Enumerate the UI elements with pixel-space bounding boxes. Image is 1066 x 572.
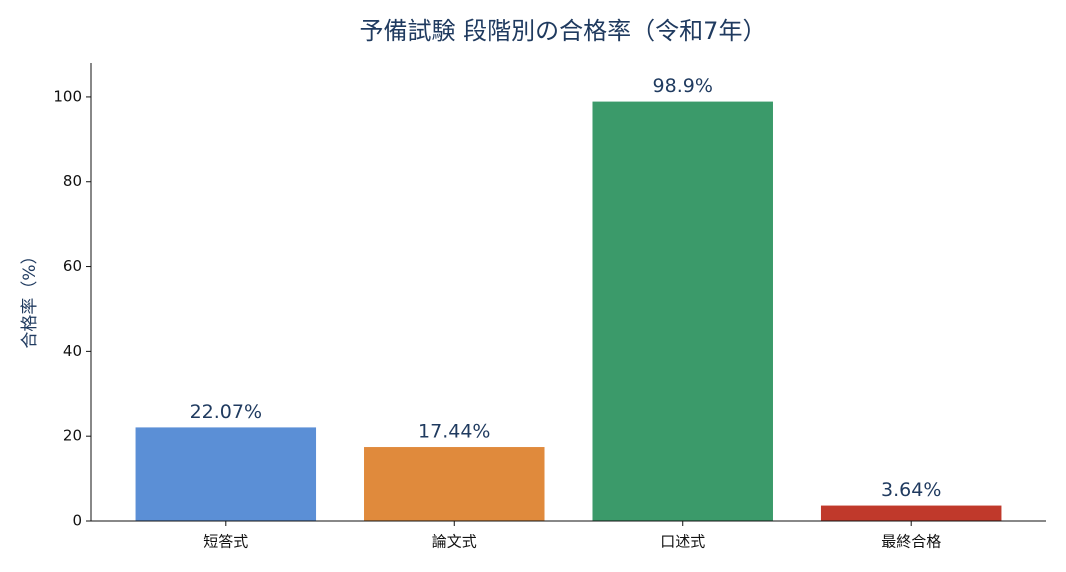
value-label: 3.64% [881, 479, 941, 501]
bar [364, 447, 545, 521]
bar [135, 427, 317, 521]
y-tick-label: 20 [63, 427, 82, 445]
y-tick-label: 80 [63, 172, 82, 190]
bar [820, 505, 1002, 521]
y-tick-label: 100 [53, 87, 82, 105]
y-tick-label: 40 [63, 342, 82, 360]
x-tick-label: 短答式 [203, 533, 248, 551]
y-tick-label: 60 [63, 257, 82, 275]
x-tick-label: 最終合格 [881, 533, 941, 551]
value-label: 22.07% [190, 401, 262, 423]
y-tick-label: 0 [72, 512, 82, 530]
y-axis-label: 合格率（%） [20, 247, 40, 348]
chart-title: 予備試験 段階別の合格率（令和7年） [360, 17, 767, 45]
value-label: 98.9% [653, 75, 713, 97]
x-tick-label: 論文式 [432, 533, 477, 551]
value-label: 17.44% [418, 421, 490, 443]
x-tick-label: 口述式 [660, 533, 705, 551]
bar [592, 101, 773, 521]
